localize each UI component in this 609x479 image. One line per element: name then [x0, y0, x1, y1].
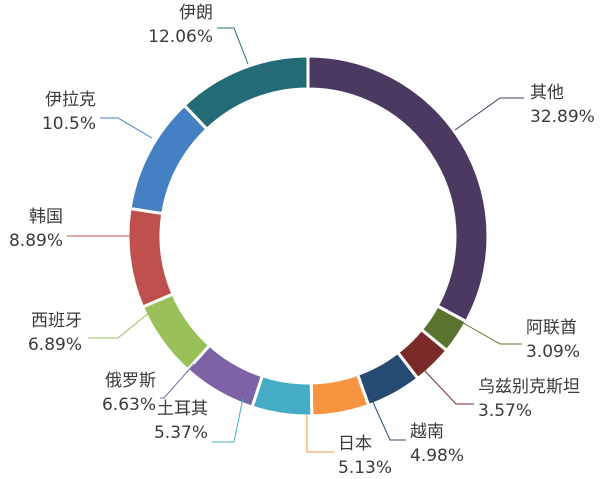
slice-name-label-0: 其他	[530, 83, 564, 103]
leader-line-6	[160, 363, 195, 399]
leader-line-2	[423, 369, 474, 405]
donut-slice-9	[128, 103, 210, 216]
slice-labels: 其他 32.89% 阿联酋 3.09% 乌兹别克斯坦 3.57% 越南 4.98% 日本 5.13…	[9, 3, 595, 478]
leader-line-7	[88, 311, 151, 339]
slice-value-label-9: 10.5%	[42, 114, 96, 134]
slice-name-label-5: 土耳其	[157, 399, 208, 419]
slice-name-label-10: 伊朗	[179, 3, 213, 23]
leader-line-9	[100, 117, 153, 139]
donut-slice-8	[126, 206, 175, 309]
donut-slice-0	[306, 54, 490, 324]
leader-line-10	[217, 27, 249, 65]
slice-value-label-1: 3.09%	[526, 342, 580, 362]
slice-name-label-3: 越南	[410, 422, 444, 442]
leader-lines	[67, 27, 524, 453]
donut-slice-7	[140, 291, 212, 372]
donut-slice-4	[309, 372, 371, 418]
slice-name-label-7: 西班牙	[31, 311, 82, 331]
slice-name-label-9: 伊拉克	[45, 90, 96, 110]
slice-value-label-6: 6.63%	[102, 395, 156, 415]
leader-line-0	[454, 97, 524, 131]
slice-value-label-0: 32.89%	[530, 107, 595, 127]
slice-value-label-7: 6.89%	[28, 335, 82, 355]
slice-name-label-4: 日本	[338, 434, 372, 454]
leader-line-5	[212, 397, 244, 443]
leader-line-3	[371, 399, 406, 441]
slice-value-label-8: 8.89%	[9, 231, 63, 251]
slice-name-label-8: 韩国	[29, 207, 63, 227]
leader-line-4	[306, 414, 334, 453]
donut-slices	[126, 54, 490, 418]
slice-value-label-3: 4.98%	[410, 446, 464, 466]
slice-value-label-4: 5.13%	[338, 458, 392, 478]
slice-name-label-6: 俄罗斯	[105, 371, 156, 391]
slice-value-label-5: 5.37%	[154, 423, 208, 443]
leader-line-1	[457, 319, 522, 345]
slice-value-label-2: 3.57%	[478, 401, 532, 421]
slice-name-label-1: 阿联酋	[526, 318, 577, 338]
donut-slice-10	[182, 54, 310, 132]
slice-name-label-2: 乌兹别克斯坦	[478, 377, 580, 397]
slice-value-label-10: 12.06%	[148, 27, 213, 47]
